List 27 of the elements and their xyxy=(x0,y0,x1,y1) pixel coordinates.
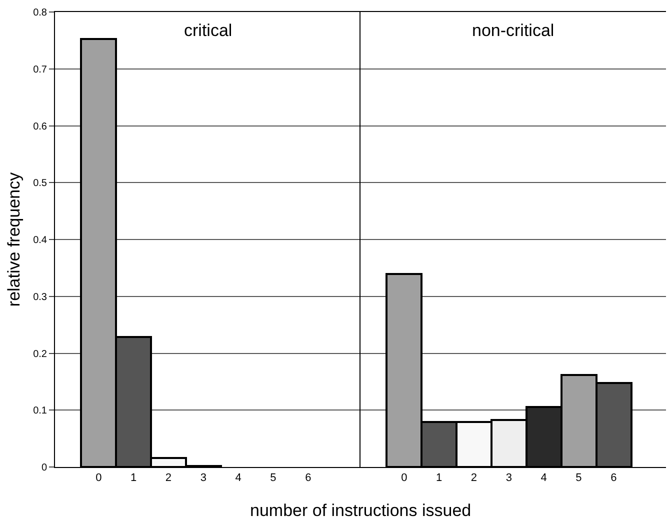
x-tick-label: 5 xyxy=(270,472,276,484)
y-tick-label: 0.4 xyxy=(33,235,48,246)
y-tick-label: 0.3 xyxy=(33,292,48,303)
x-tick-label: 0 xyxy=(401,472,408,484)
y-tick-label: 0.2 xyxy=(33,348,48,360)
x-axis-title: number of instructions issued xyxy=(250,501,472,520)
y-tick-label: 0.5 xyxy=(33,178,48,190)
x-tick-label: 6 xyxy=(305,472,312,484)
x-tick-label: 6 xyxy=(610,472,617,484)
x-tick-label: 1 xyxy=(130,472,137,484)
x-tick-label: 5 xyxy=(576,472,582,484)
y-axis-title: relative frequency xyxy=(4,172,24,307)
text: critical xyxy=(184,21,232,40)
x-tick-label: 2 xyxy=(165,472,172,484)
x-tick-label: 3 xyxy=(506,472,512,484)
text: non-critical xyxy=(472,21,554,40)
x-tick-label: 0 xyxy=(96,472,102,484)
y-tick-label: 0.1 xyxy=(33,406,48,417)
y-tick-label: 0.8 xyxy=(33,8,48,18)
x-tick-label: 3 xyxy=(200,472,206,484)
y-tick-label: 0.7 xyxy=(33,64,48,76)
y-tick-label: 0 xyxy=(41,462,48,474)
x-tick-label: 1 xyxy=(436,472,442,484)
x-tick-label: 2 xyxy=(470,472,478,484)
x-tick-label: 4 xyxy=(235,472,242,484)
x-tick-label: 4 xyxy=(540,472,547,484)
y-tick-label: 0.6 xyxy=(33,121,48,132)
